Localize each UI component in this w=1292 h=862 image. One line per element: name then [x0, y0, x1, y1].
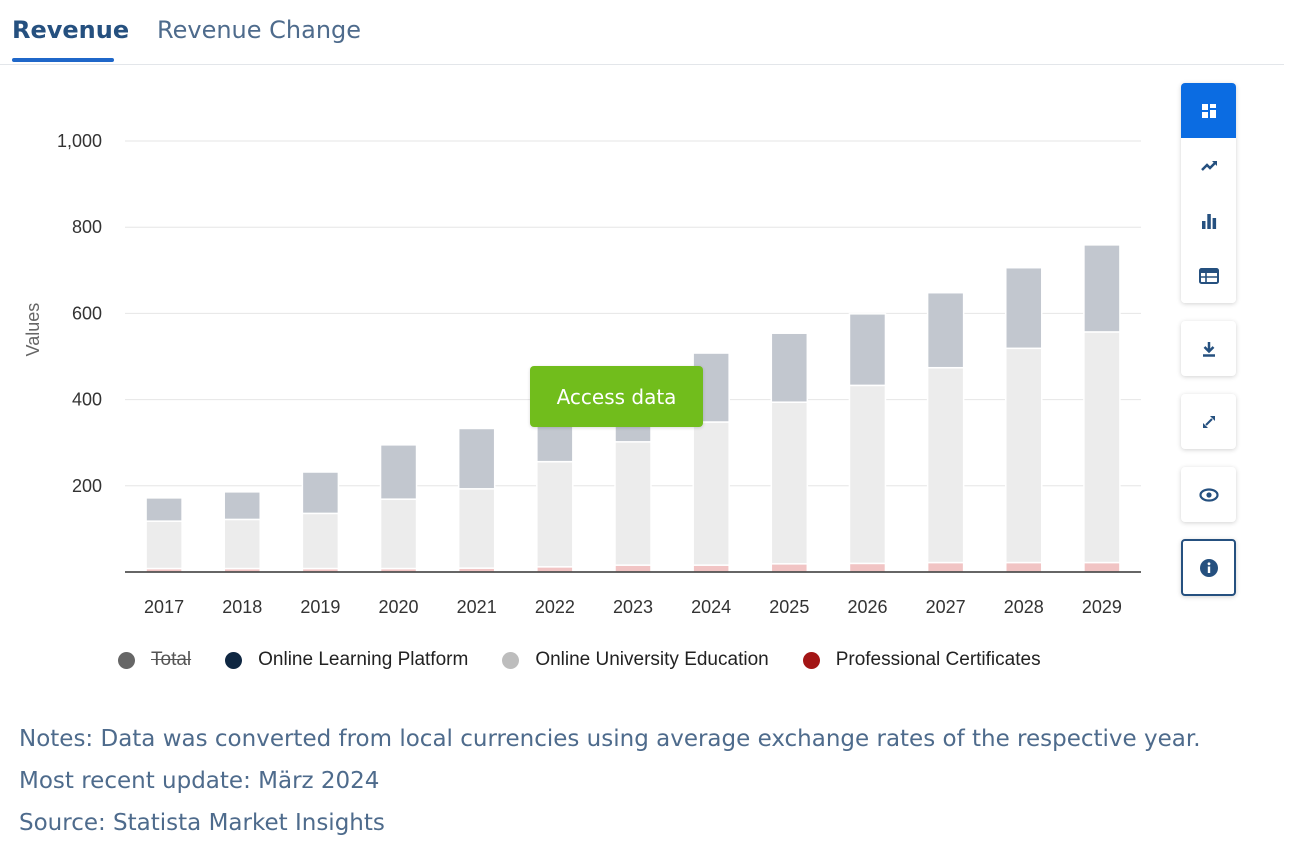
legend-label-total: Total: [151, 649, 192, 670]
bar-segment: [457, 488, 496, 569]
bar-segment: [770, 401, 809, 565]
stacked-bar-icon[interactable]: [1181, 83, 1236, 138]
x-tick-label: 2026: [847, 597, 887, 617]
notes-text: Notes: Data was converted from local cur…: [19, 726, 1201, 752]
bar-segment: [1005, 561, 1043, 573]
bar-segment: [770, 563, 809, 573]
expand-icon[interactable]: [1181, 394, 1236, 449]
source-link[interactable]: Source: Statista Market Insights: [19, 810, 385, 836]
x-tick-label: 2024: [691, 597, 731, 617]
legend-item-total[interactable]: Total: [118, 649, 191, 671]
bar-segment: [926, 366, 965, 564]
bar-segment: [770, 332, 809, 403]
bar-segment: [223, 518, 261, 570]
bar-segment: [614, 564, 652, 573]
legend-item-professional-certificates[interactable]: Professional Certificates: [802, 649, 1041, 671]
legend-item-online-university-education[interactable]: Online University Education: [502, 649, 769, 671]
y-tick-label: 400: [72, 390, 102, 410]
legend-label-online-learning-platform: Online Learning Platform: [258, 649, 469, 670]
tab-bar: Revenue Revenue Change: [0, 0, 1284, 65]
table-icon[interactable]: [1181, 248, 1236, 303]
bar-segment: [1083, 561, 1121, 573]
x-tick-label: 2020: [379, 597, 419, 617]
bar-segment: [536, 460, 574, 568]
stacked-bar-chart: 200 400 600 800 1,000 Values 2017 2018 2019 2020 2…: [23, 131, 1141, 617]
bar-segment: [926, 291, 965, 369]
y-tick-label: 800: [72, 217, 102, 237]
bar-segment: [301, 512, 340, 570]
legend-dot-online-university-education: [502, 651, 520, 669]
x-tick-label: 2025: [769, 597, 809, 617]
legend-label-online-university-education: Online University Education: [535, 649, 769, 670]
legend-dot-professional-certificates: [802, 651, 820, 669]
bar-segment: [692, 564, 730, 573]
legend-dot-total: [118, 651, 135, 669]
y-tick-label: 1,000: [57, 131, 102, 151]
x-tick-label: 2028: [1004, 597, 1044, 617]
tab-revenue-change[interactable]: Revenue Change: [157, 16, 362, 44]
x-tick-label: 2023: [613, 597, 653, 617]
bar-segment: [379, 444, 418, 500]
bar-chart-icon[interactable]: [1181, 193, 1236, 248]
chart-type-toolbar: [1181, 83, 1236, 303]
x-tick-label: 2022: [535, 597, 575, 617]
bar-segment: [848, 313, 887, 387]
legend-item-online-learning-platform[interactable]: Online Learning Platform: [225, 649, 468, 671]
legend-dot-online-learning-platform: [225, 651, 243, 669]
bar-segment: [536, 566, 574, 573]
tab-revenue[interactable]: Revenue: [12, 16, 130, 44]
bar-segment: [223, 491, 261, 521]
eye-icon[interactable]: [1181, 467, 1236, 522]
bar-segment: [614, 441, 652, 566]
active-tab-indicator: [12, 58, 114, 62]
update-text: Most recent update: März 2024: [19, 768, 380, 794]
x-tick-label: 2019: [300, 597, 340, 617]
line-chart-icon[interactable]: [1181, 138, 1236, 193]
access-data-button[interactable]: Access data: [530, 366, 703, 427]
chart-legend: Total Online Learning Platform Online Un…: [118, 648, 1075, 672]
x-tick-label: 2029: [1082, 597, 1122, 617]
bar-segment: [379, 498, 418, 570]
y-tick-label: 200: [72, 476, 102, 496]
bar-segment: [457, 427, 496, 490]
bar-segment: [145, 497, 183, 522]
bar-segment: [848, 384, 887, 565]
x-tick-label: 2017: [144, 597, 184, 617]
bar-segment: [926, 561, 965, 573]
bar-segment: [1005, 266, 1043, 350]
bar-segment: [145, 520, 183, 570]
download-icon[interactable]: [1181, 321, 1236, 376]
bar-segment: [692, 421, 730, 566]
bar-segment: [1083, 244, 1121, 333]
chart-notes: Notes: Data was converted from local cur…: [19, 718, 1201, 844]
y-axis-label: Values: [23, 303, 43, 357]
legend-label-professional-certificates: Professional Certificates: [835, 649, 1041, 670]
x-tick-label: 2021: [457, 597, 497, 617]
x-tick-label: 2027: [926, 597, 966, 617]
x-tick-label: 2018: [222, 597, 262, 617]
y-tick-label: 600: [72, 303, 102, 323]
bar-segment: [1005, 347, 1043, 564]
bar-segment: [301, 471, 340, 515]
info-icon[interactable]: [1181, 539, 1236, 596]
bar-segment: [848, 562, 887, 573]
bar-segment: [1083, 331, 1121, 564]
